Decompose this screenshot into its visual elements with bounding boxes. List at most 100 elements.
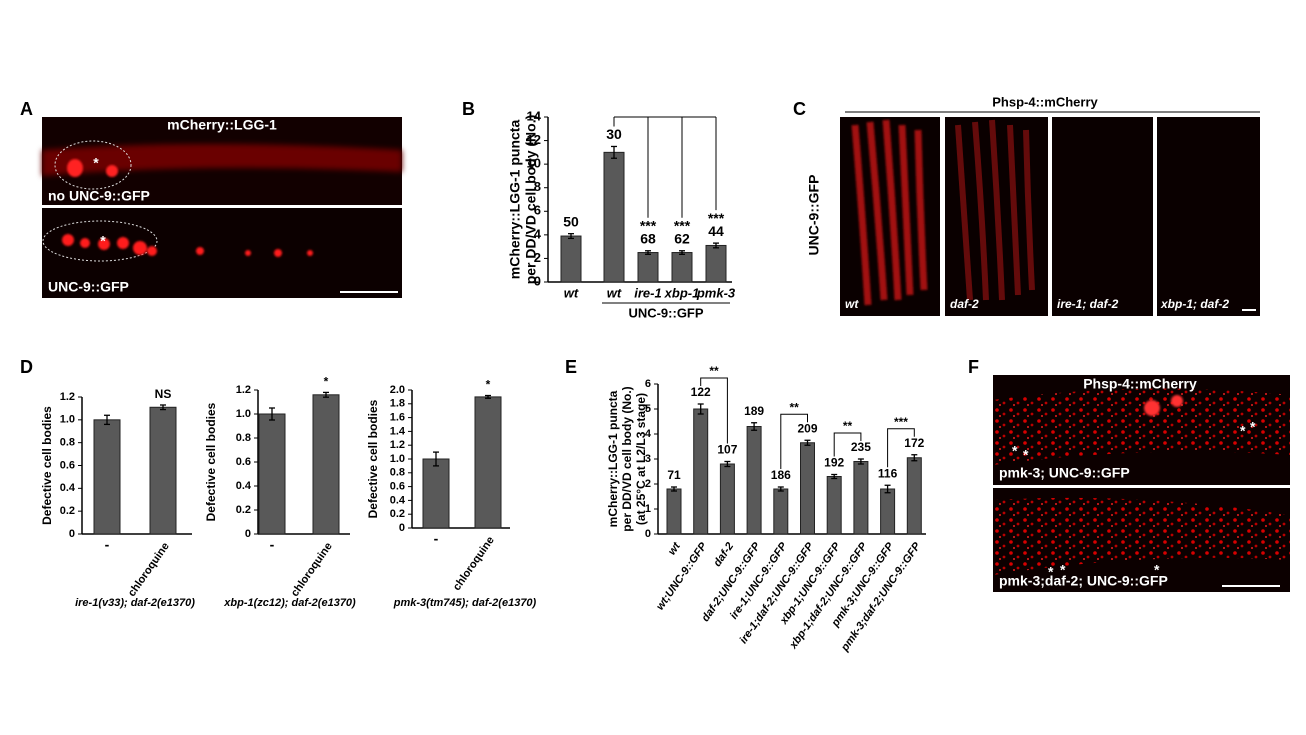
y-tick-label: 0.8 xyxy=(390,467,405,479)
y-tick-label: 0.4 xyxy=(236,480,252,492)
significance: *** xyxy=(674,217,691,233)
panel-letter: B xyxy=(462,99,475,119)
asterisk: * xyxy=(1250,419,1256,435)
image-title: Phsp-4::mCherry xyxy=(992,94,1098,109)
side-label: UNC-9::GFP xyxy=(806,175,822,256)
asterisk: * xyxy=(1012,443,1018,459)
significance: ** xyxy=(789,400,799,414)
y-tick-label: 5 xyxy=(645,403,651,415)
n-label: 71 xyxy=(667,468,681,482)
y-tick-label: 1.0 xyxy=(390,453,405,465)
y-tick-label: 0.8 xyxy=(236,432,251,444)
y-tick-label: 6 xyxy=(645,378,651,390)
significance: *** xyxy=(708,210,725,226)
y-tick-label: 2 xyxy=(645,478,651,490)
n-label: 116 xyxy=(878,466,898,480)
y-axis-label: Defective cell bodies xyxy=(40,406,54,525)
image-title: Phsp-4::mCherry xyxy=(1083,376,1197,392)
y-tick-label: 1.2 xyxy=(390,439,405,451)
panel-a: A * mCherry::LGG-1 no UNC-9::GFP * UNC-9… xyxy=(20,99,402,298)
y-tick-label: 0 xyxy=(645,528,651,540)
significance: *** xyxy=(894,415,908,429)
x-tick-label: wt xyxy=(564,285,579,300)
y-tick-label: 8 xyxy=(534,179,541,194)
cell-body xyxy=(1171,395,1183,407)
y-tick-label: 3 xyxy=(645,453,651,465)
y-tick-label: 1.4 xyxy=(390,425,406,437)
image-label: pmk-3; UNC-9::GFP xyxy=(999,465,1130,481)
cells xyxy=(993,497,1290,575)
y-tick-label: 12 xyxy=(527,132,541,147)
n-label: 62 xyxy=(674,230,690,246)
micrograph xyxy=(1157,117,1260,316)
x-axis-label: ire-1(v33); daf-2(e1370) xyxy=(75,597,195,609)
n-label: 68 xyxy=(640,230,656,246)
n-label: 172 xyxy=(904,436,924,450)
asterisk: * xyxy=(1060,562,1066,578)
y-tick-label: 2 xyxy=(534,250,541,265)
y-tick-label: 0 xyxy=(534,273,541,288)
y-axis-label: Defective cell bodies xyxy=(366,399,380,518)
x-tick-label: - xyxy=(105,537,110,553)
x-tick-label: pmk-3 xyxy=(696,285,736,300)
panel-letter: A xyxy=(20,99,33,119)
worm-body xyxy=(42,144,402,176)
asterisk: * xyxy=(1154,562,1160,578)
asterisk: * xyxy=(1023,447,1029,463)
bar xyxy=(149,406,177,535)
panel-letter: D xyxy=(20,357,33,377)
x-tick-label: wt;UNC-9::GFP xyxy=(654,540,710,612)
image-title: mCherry::LGG-1 xyxy=(167,117,277,133)
bar xyxy=(800,442,815,535)
y-tick-label: 10 xyxy=(527,156,541,171)
asterisk: * xyxy=(100,233,106,249)
asterisk: * xyxy=(1240,423,1246,439)
image-label: no UNC-9::GFP xyxy=(48,188,150,204)
y-tick-label: 1.0 xyxy=(236,408,251,420)
bar xyxy=(474,396,502,529)
significance: *** xyxy=(640,217,657,233)
panel-letter: E xyxy=(565,357,577,377)
y-axis-label: (at 25°C at L2/L3 stage) xyxy=(634,393,648,525)
bracket xyxy=(887,428,915,468)
image-label: ire-1; daf-2 xyxy=(1057,297,1119,311)
bar xyxy=(422,458,450,529)
bar xyxy=(719,463,735,535)
y-tick-label: 0.4 xyxy=(390,494,406,506)
bar xyxy=(853,461,869,535)
n-label: 50 xyxy=(563,213,579,229)
n-label: 235 xyxy=(851,440,871,454)
x-tick-label: ire-1 xyxy=(634,285,661,300)
x-axis-label: pmk-3(tm745); daf-2(e1370) xyxy=(393,597,537,609)
x-tick-label: chloroquine xyxy=(289,541,335,599)
panel-letter: F xyxy=(968,357,979,377)
asterisk: * xyxy=(1048,564,1054,580)
y-tick-label: 1.6 xyxy=(390,412,405,424)
x-tick-label: daf-2 xyxy=(711,541,736,569)
bar xyxy=(666,488,682,535)
significance: ** xyxy=(843,419,853,433)
y-tick-label: 0 xyxy=(69,528,75,540)
n-label: 107 xyxy=(717,443,737,457)
y-tick-label: 0.2 xyxy=(390,508,405,520)
y-axis-label: Defective cell bodies xyxy=(204,402,218,521)
y-tick-label: 6 xyxy=(534,203,541,218)
y-tick-label: 2.0 xyxy=(390,384,405,396)
bar xyxy=(773,488,789,535)
group-label: UNC-9::GFP xyxy=(628,305,703,320)
y-tick-label: 1.2 xyxy=(236,384,251,396)
y-axis-label: mCherry::LGG-1 puncta xyxy=(507,120,523,280)
x-tick-label: chloroquine xyxy=(126,541,172,599)
bracket xyxy=(833,432,862,457)
x-tick-label: - xyxy=(434,531,439,547)
image-label: daf-2 xyxy=(950,297,979,311)
bar xyxy=(603,151,625,283)
worms xyxy=(851,119,928,306)
x-tick-label: wt xyxy=(666,539,684,557)
y-tick-label: 0.2 xyxy=(236,504,251,516)
y-tick-label: 1.0 xyxy=(60,414,75,426)
y-axis-label: mCherry::LGG-1 puncta xyxy=(606,390,620,527)
x-tick-label: chloroquine xyxy=(451,535,497,593)
image-label: UNC-9::GFP xyxy=(48,279,129,295)
